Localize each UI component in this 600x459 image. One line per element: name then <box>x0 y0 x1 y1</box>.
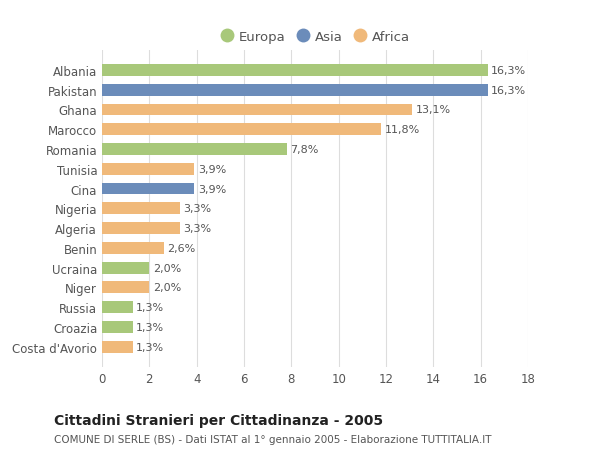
Bar <box>102 341 133 353</box>
Text: 1,3%: 1,3% <box>136 322 164 332</box>
Text: 1,3%: 1,3% <box>136 342 164 352</box>
Text: 3,9%: 3,9% <box>198 184 226 194</box>
Text: 3,3%: 3,3% <box>184 224 212 234</box>
Bar <box>102 223 180 235</box>
Text: 3,3%: 3,3% <box>184 204 212 214</box>
Text: 16,3%: 16,3% <box>491 66 526 76</box>
Text: 16,3%: 16,3% <box>491 85 526 95</box>
Bar <box>102 144 287 156</box>
Bar <box>102 203 180 215</box>
Text: Cittadini Stranieri per Cittadinanza - 2005: Cittadini Stranieri per Cittadinanza - 2… <box>54 413 383 427</box>
Bar <box>102 104 412 116</box>
Bar <box>102 163 194 175</box>
Text: COMUNE DI SERLE (BS) - Dati ISTAT al 1° gennaio 2005 - Elaborazione TUTTITALIA.I: COMUNE DI SERLE (BS) - Dati ISTAT al 1° … <box>54 434 491 444</box>
Bar <box>102 321 133 333</box>
Bar <box>102 262 149 274</box>
Legend: Europa, Asia, Africa: Europa, Asia, Africa <box>215 25 415 49</box>
Bar <box>102 302 133 313</box>
Text: 3,9%: 3,9% <box>198 164 226 174</box>
Text: 11,8%: 11,8% <box>385 125 420 135</box>
Text: 1,3%: 1,3% <box>136 302 164 313</box>
Text: 13,1%: 13,1% <box>416 105 451 115</box>
Bar <box>102 84 488 96</box>
Bar <box>102 65 488 77</box>
Text: 2,0%: 2,0% <box>153 263 181 273</box>
Text: 7,8%: 7,8% <box>290 145 319 155</box>
Bar <box>102 242 164 254</box>
Bar <box>102 124 381 136</box>
Bar <box>102 183 194 195</box>
Text: 2,6%: 2,6% <box>167 243 196 253</box>
Text: 2,0%: 2,0% <box>153 283 181 293</box>
Bar <box>102 282 149 294</box>
